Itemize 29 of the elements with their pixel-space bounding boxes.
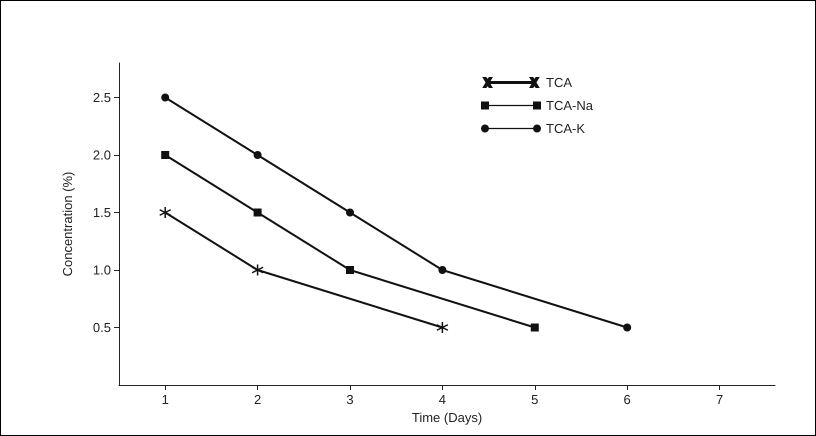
point — [346, 208, 354, 216]
x-tick-label: 1 — [162, 392, 169, 407]
x-tick-label: 2 — [254, 392, 262, 407]
legend-label: TCA-K — [546, 121, 586, 136]
point — [161, 94, 170, 102]
y-tick-label: 0.5 — [92, 320, 111, 335]
point — [254, 151, 262, 159]
point — [438, 266, 446, 274]
y-tick-label: 2.0 — [92, 148, 111, 162]
point — [436, 321, 449, 334]
point — [346, 266, 354, 274]
point — [530, 324, 539, 332]
point — [254, 208, 262, 216]
y-tick-label: 1.0 — [92, 262, 111, 278]
y-axis-title: Concentration (%) — [60, 172, 75, 276]
legend-label: TCA — [546, 75, 572, 90]
point — [623, 324, 632, 332]
y-tick-label: 1.5 — [92, 205, 111, 220]
x-tick-label: 4 — [438, 392, 446, 407]
point — [161, 151, 170, 159]
x-tick-label: 3 — [346, 392, 354, 407]
y-tick-label: 2.5 — [92, 90, 111, 105]
point — [158, 206, 172, 219]
legend-label: TCA-Na — [546, 98, 594, 113]
x-tick-label: 7 — [716, 392, 724, 407]
point — [251, 264, 264, 276]
x-tick-label: 5 — [531, 392, 538, 407]
x-axis-title: Time (Days) — [412, 410, 482, 425]
x-tick-label: 6 — [624, 392, 631, 407]
